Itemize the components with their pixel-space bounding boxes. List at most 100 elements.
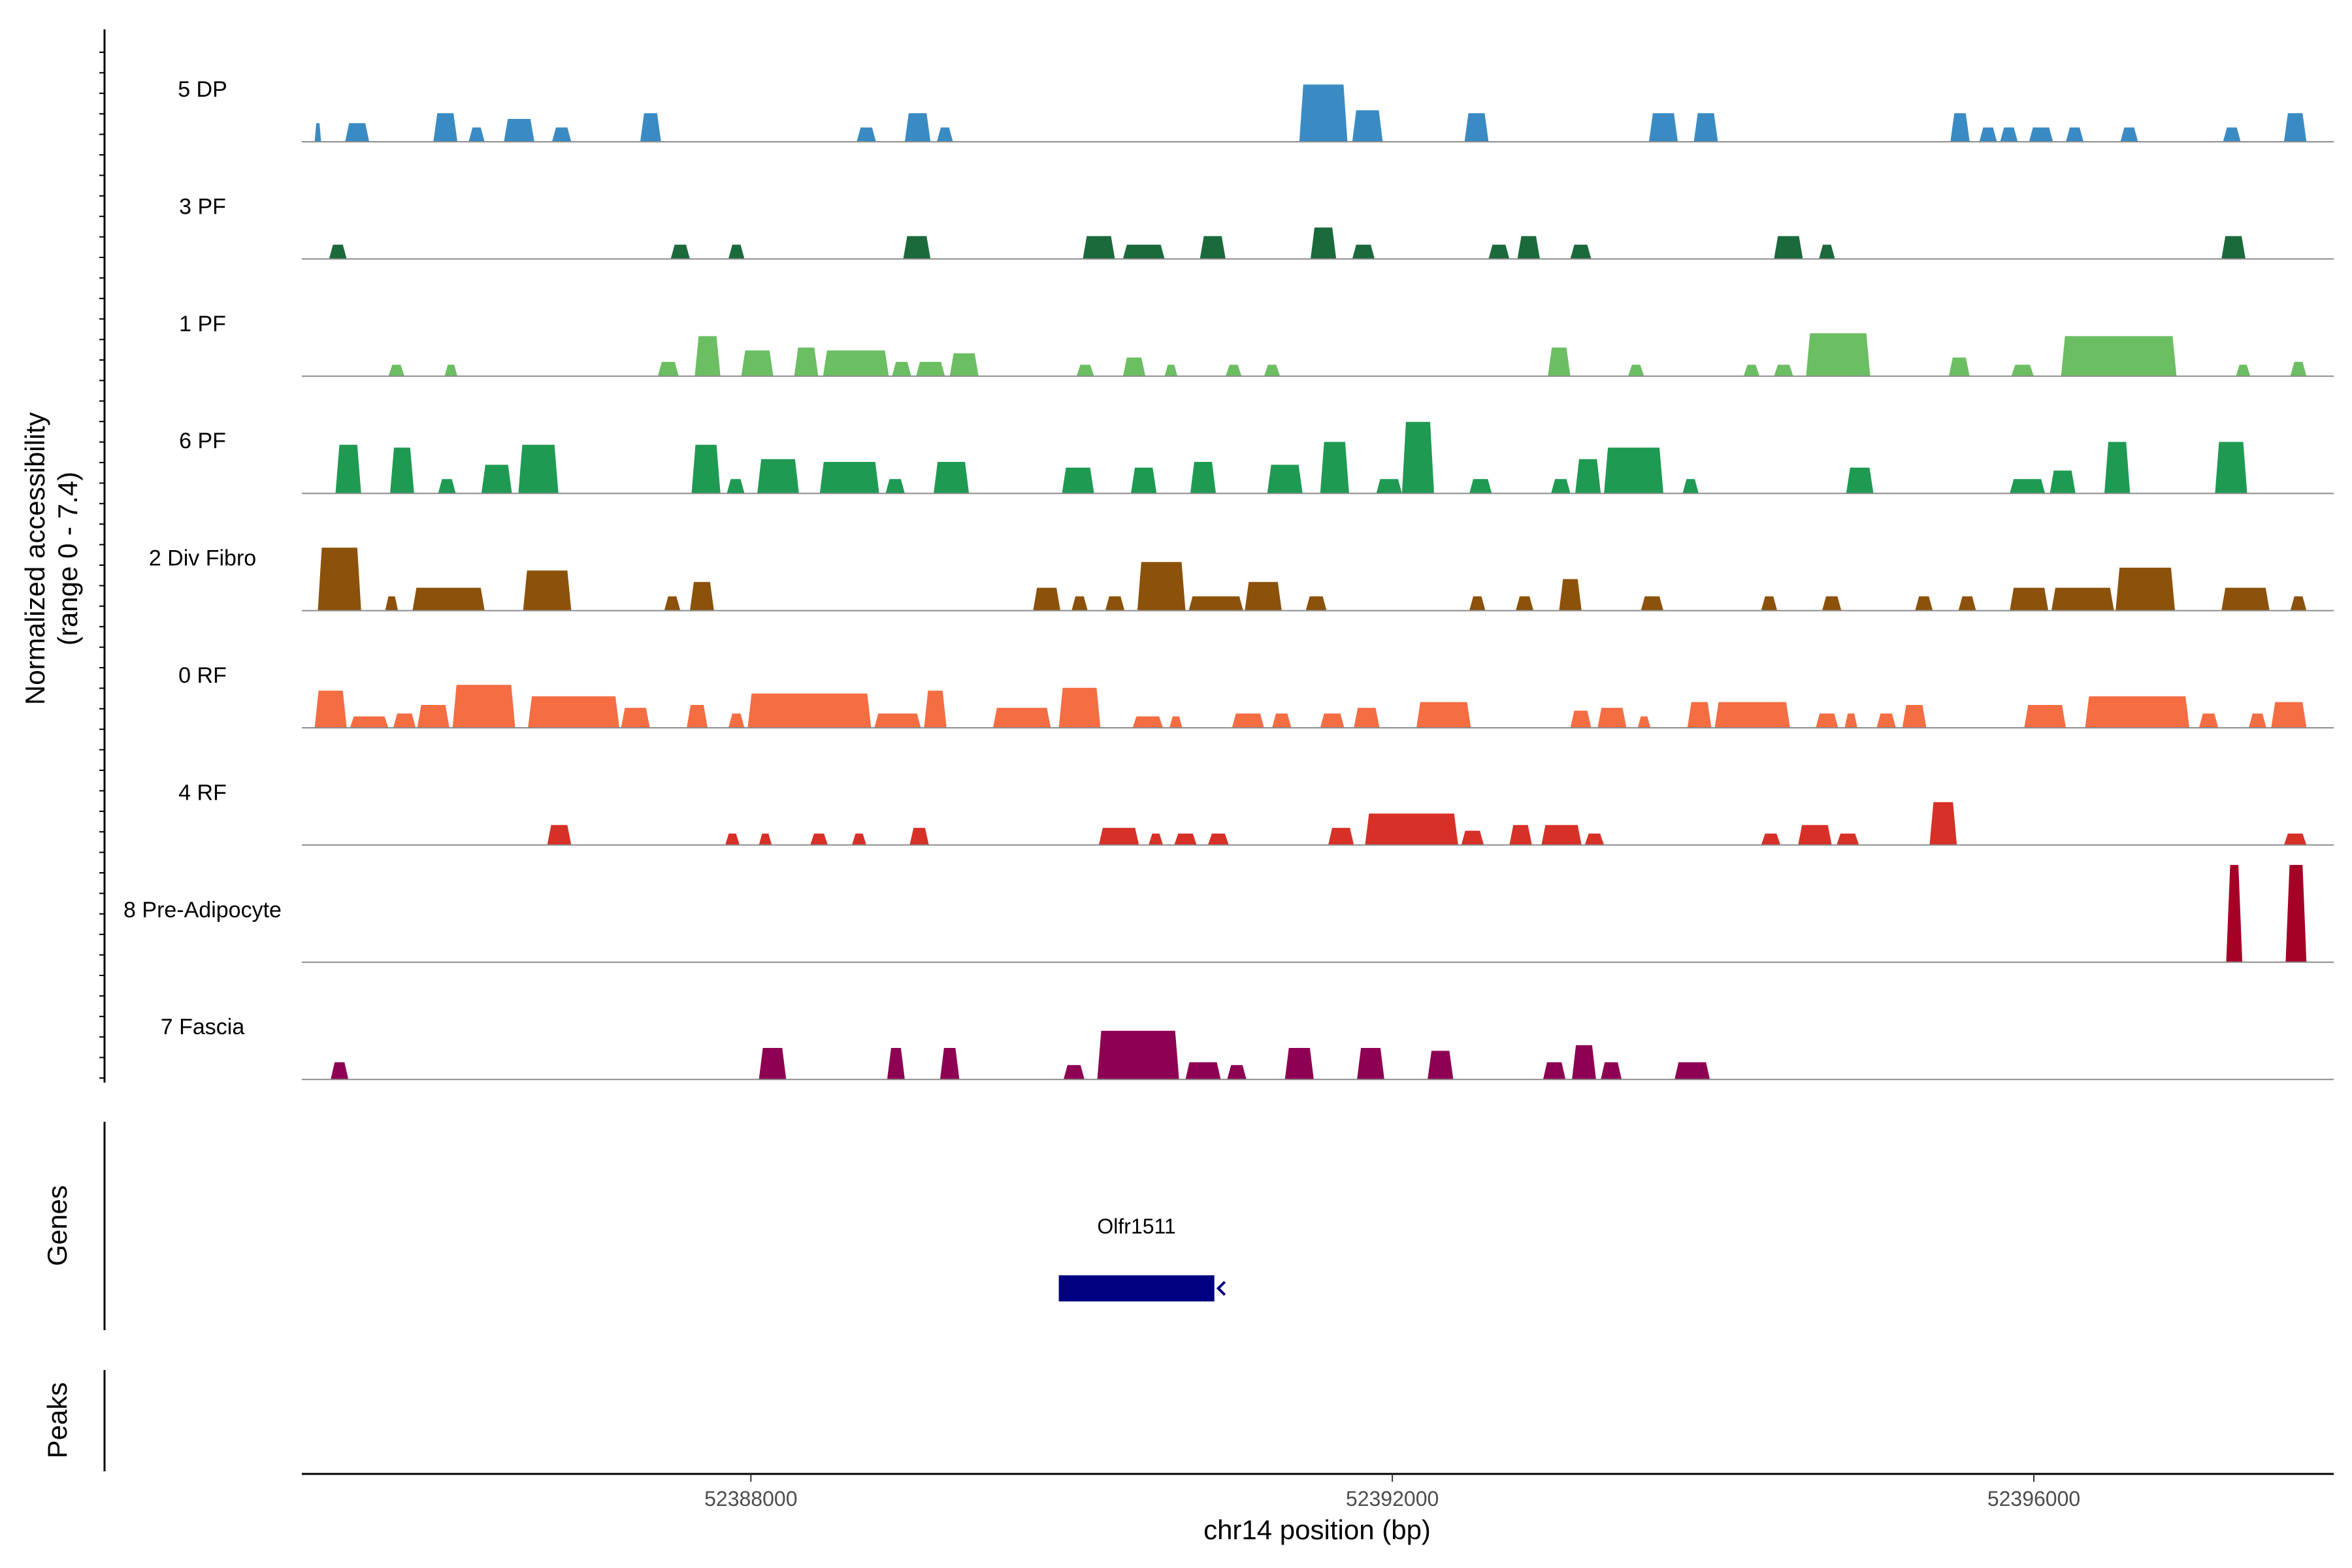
coverage-peak bbox=[1097, 1030, 1179, 1080]
coverage-peak bbox=[1272, 713, 1292, 728]
coverage-peak bbox=[468, 127, 485, 142]
coverage-peak bbox=[393, 713, 416, 728]
coverage-peak bbox=[1902, 705, 1927, 728]
coverage-peak bbox=[523, 570, 572, 611]
coverage-peak bbox=[1844, 713, 1857, 728]
coverage-peak bbox=[350, 716, 389, 728]
coverage-peak bbox=[1488, 244, 1510, 259]
track-5-dp: 5 DP bbox=[178, 77, 2334, 142]
coverage-peak bbox=[857, 127, 876, 142]
genes-panel: Genes Olfr1511 bbox=[42, 1122, 1226, 1330]
coverage-peak bbox=[1305, 596, 1327, 611]
coverage-peak bbox=[1365, 813, 1458, 845]
coverage-peak bbox=[2223, 127, 2241, 142]
coverage-peak bbox=[2010, 479, 2046, 494]
coverage-peak bbox=[2198, 713, 2219, 728]
gene-strand-arrow bbox=[1216, 1281, 1226, 1296]
coverage-peak bbox=[2221, 236, 2246, 259]
coverage-peak bbox=[433, 113, 458, 142]
coverage-peak bbox=[1058, 687, 1101, 728]
coverage-peak bbox=[1648, 113, 1678, 142]
coverage-peak bbox=[1641, 596, 1663, 611]
peaks-panel: Peaks bbox=[42, 1370, 106, 1471]
coverage-peak bbox=[1225, 365, 1242, 376]
coverage-peak bbox=[417, 705, 449, 728]
track-0-rf: 0 RF bbox=[178, 663, 2334, 728]
track-7-fascia: 7 Fascia bbox=[161, 1015, 2334, 1081]
coverage-peak bbox=[2283, 833, 2307, 845]
coverage-peak bbox=[640, 113, 661, 142]
coverage-peak bbox=[1876, 713, 1896, 728]
coverage-peak bbox=[547, 825, 572, 845]
coverage-peak bbox=[1320, 442, 1349, 494]
y-axis-title-line2: (range 0 - 7.4) bbox=[52, 472, 83, 645]
coverage-peak bbox=[1376, 479, 1402, 494]
coverage-peak bbox=[1174, 833, 1197, 845]
coverage-peak bbox=[851, 833, 866, 845]
coverage-peak bbox=[1682, 479, 1699, 494]
coverage-peak bbox=[728, 244, 745, 259]
coverage-peak bbox=[1063, 1065, 1085, 1080]
coverage-peak bbox=[1137, 562, 1186, 611]
peaks-panel-title: Peaks bbox=[42, 1382, 73, 1459]
coverage-peak bbox=[904, 113, 931, 142]
y-axis-title-line1: Normalized accessibility bbox=[20, 412, 50, 705]
coverage-peak bbox=[1357, 1048, 1384, 1080]
coverage-peak bbox=[1837, 833, 1859, 845]
coverage-peak bbox=[909, 828, 929, 845]
coverage-peak bbox=[314, 123, 321, 142]
coverage-peak bbox=[1320, 713, 1345, 728]
track-3-pf: 3 PF bbox=[179, 194, 2334, 260]
coverage-peak bbox=[1548, 348, 1571, 376]
coverage-peak bbox=[1979, 127, 1997, 142]
track-6-pf: 6 PF bbox=[179, 421, 2334, 495]
coverage-peak bbox=[823, 350, 889, 376]
coverage-peak bbox=[885, 479, 905, 494]
track-label: 8 Pre-Adipocyte bbox=[123, 898, 282, 923]
coverage-peak bbox=[1584, 833, 1605, 845]
coverage-peak bbox=[1461, 830, 1484, 845]
coverage-peak bbox=[318, 547, 361, 611]
coverage-peak bbox=[2104, 442, 2131, 494]
track-label: 5 DP bbox=[178, 77, 227, 102]
coverage-peak bbox=[691, 444, 721, 494]
coverage-peak bbox=[1958, 596, 1976, 611]
coverage-peak bbox=[741, 350, 774, 376]
coverage-peak bbox=[2226, 864, 2243, 962]
coverage-peak bbox=[810, 833, 828, 845]
track-4-rf: 4 RF bbox=[178, 780, 2334, 846]
coverage-peak bbox=[1714, 702, 1790, 728]
coverage-peak bbox=[874, 713, 921, 728]
coverage-peak bbox=[1284, 1048, 1314, 1080]
coverage-peak bbox=[2050, 470, 2076, 494]
coverage-peak bbox=[934, 462, 970, 494]
coverage-peak bbox=[1122, 244, 1165, 259]
coverage-peak bbox=[528, 696, 619, 728]
coverage-peak bbox=[1597, 708, 1627, 728]
coverage-peak bbox=[1149, 833, 1164, 845]
coverage-peak bbox=[504, 119, 534, 142]
coverage-peak bbox=[1948, 357, 1970, 376]
coverage-peak bbox=[412, 587, 485, 611]
gene-body bbox=[1058, 1275, 1215, 1301]
coverage-peak bbox=[1416, 702, 1471, 728]
coverage-peak bbox=[1354, 708, 1380, 728]
coverage-peak bbox=[1352, 244, 1375, 259]
coverage-peak bbox=[1132, 716, 1164, 728]
coverage-peak bbox=[2051, 587, 2114, 611]
coverage-peak bbox=[1267, 465, 1303, 494]
coverage-peak bbox=[1846, 467, 1874, 494]
coverage-peak bbox=[1551, 479, 1571, 494]
coverage-peak bbox=[1559, 579, 1582, 611]
coverage-peak bbox=[1572, 1045, 1596, 1080]
coverage-peak bbox=[690, 581, 714, 611]
coverage-peak bbox=[2271, 702, 2307, 728]
coverage-peak bbox=[1188, 596, 1243, 611]
track-1-pf: 1 PF bbox=[179, 312, 2334, 377]
coverage-peak bbox=[1200, 236, 1226, 259]
coverage-peak bbox=[903, 236, 931, 259]
coverage-peak bbox=[1543, 1062, 1566, 1080]
coverage-peak bbox=[1774, 236, 1803, 259]
coverage-peak bbox=[949, 353, 979, 376]
coverage-peak bbox=[1062, 467, 1094, 494]
